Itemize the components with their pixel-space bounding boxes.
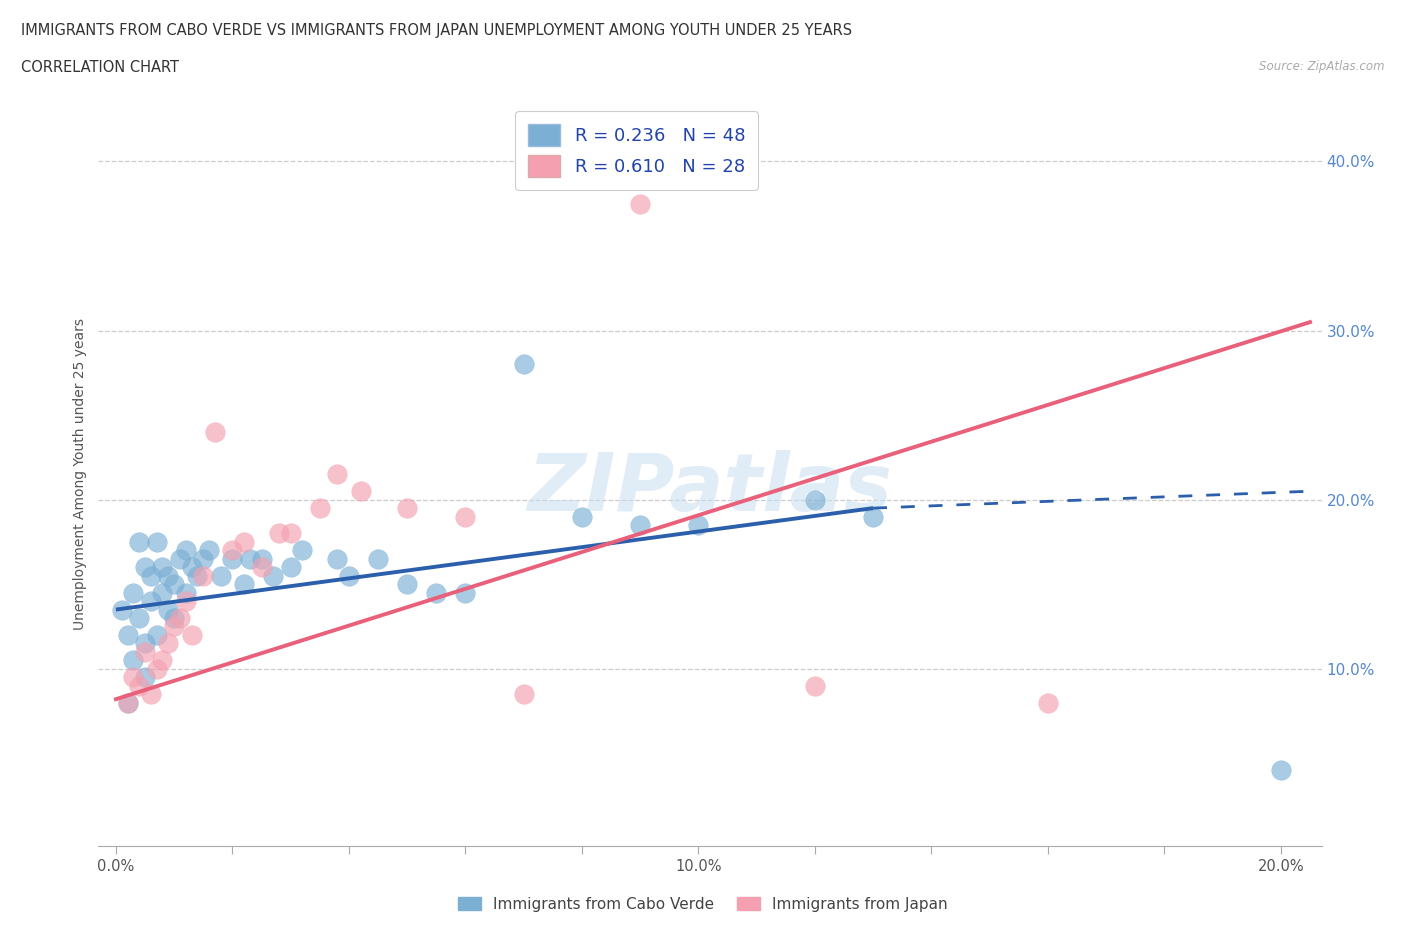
Text: Source: ZipAtlas.com: Source: ZipAtlas.com	[1260, 60, 1385, 73]
Point	[152, 585, 174, 600]
Point	[163, 577, 186, 591]
Text: CORRELATION CHART: CORRELATION CHART	[21, 60, 179, 75]
Point	[291, 543, 314, 558]
Point	[337, 568, 360, 583]
Point	[396, 577, 419, 591]
Point	[198, 543, 221, 558]
Point	[186, 568, 208, 583]
Point	[139, 568, 162, 583]
Point	[688, 518, 710, 533]
Point	[180, 628, 202, 643]
Point	[174, 593, 197, 608]
Point	[862, 509, 884, 524]
Point	[804, 492, 827, 507]
Point	[174, 585, 197, 600]
Point	[367, 551, 389, 566]
Text: IMMIGRANTS FROM CABO VERDE VS IMMIGRANTS FROM JAPAN UNEMPLOYMENT AMONG YOUTH UND: IMMIGRANTS FROM CABO VERDE VS IMMIGRANTS…	[21, 23, 852, 38]
Point	[209, 568, 232, 583]
Point	[221, 543, 243, 558]
Point	[628, 196, 651, 211]
Point	[454, 585, 477, 600]
Point	[145, 628, 167, 643]
Point	[128, 535, 150, 550]
Point	[128, 611, 150, 626]
Point	[804, 678, 827, 693]
Point	[111, 602, 134, 617]
Point	[233, 535, 256, 550]
Point	[163, 619, 186, 634]
Point	[326, 551, 349, 566]
Point	[139, 593, 162, 608]
Point	[157, 602, 180, 617]
Point	[163, 611, 186, 626]
Point	[174, 543, 197, 558]
Point	[122, 653, 145, 668]
Point	[145, 535, 167, 550]
Point	[250, 560, 273, 575]
Point	[425, 585, 447, 600]
Point	[239, 551, 262, 566]
Point	[193, 568, 215, 583]
Y-axis label: Unemployment Among Youth under 25 years: Unemployment Among Youth under 25 years	[73, 318, 87, 631]
Point	[512, 357, 534, 372]
Point	[349, 484, 371, 498]
Point	[134, 670, 156, 684]
Point	[134, 644, 156, 659]
Point	[180, 560, 202, 575]
Point	[233, 577, 256, 591]
Point	[326, 467, 349, 482]
Point	[571, 509, 593, 524]
Point	[117, 628, 139, 643]
Point	[169, 611, 191, 626]
Point	[193, 551, 215, 566]
Point	[250, 551, 273, 566]
Point	[145, 661, 167, 676]
Point	[204, 425, 226, 440]
Point	[122, 585, 145, 600]
Point	[122, 670, 145, 684]
Point	[152, 653, 174, 668]
Point	[152, 560, 174, 575]
Point	[267, 526, 290, 541]
Point	[117, 695, 139, 710]
Point	[157, 568, 180, 583]
Point	[262, 568, 284, 583]
Point	[169, 551, 191, 566]
Text: ZIPatlas: ZIPatlas	[527, 450, 893, 528]
Legend: R = 0.236   N = 48, R = 0.610   N = 28: R = 0.236 N = 48, R = 0.610 N = 28	[515, 112, 758, 190]
Point	[1036, 695, 1059, 710]
Point	[139, 686, 162, 701]
Point	[280, 560, 302, 575]
Point	[628, 518, 651, 533]
Point	[221, 551, 243, 566]
Point	[134, 636, 156, 651]
Legend: Immigrants from Cabo Verde, Immigrants from Japan: Immigrants from Cabo Verde, Immigrants f…	[451, 890, 955, 918]
Point	[454, 509, 477, 524]
Point	[157, 636, 180, 651]
Point	[1270, 763, 1292, 777]
Point	[396, 500, 419, 515]
Point	[117, 695, 139, 710]
Point	[308, 500, 330, 515]
Point	[128, 678, 150, 693]
Point	[512, 686, 534, 701]
Point	[134, 560, 156, 575]
Point	[280, 526, 302, 541]
